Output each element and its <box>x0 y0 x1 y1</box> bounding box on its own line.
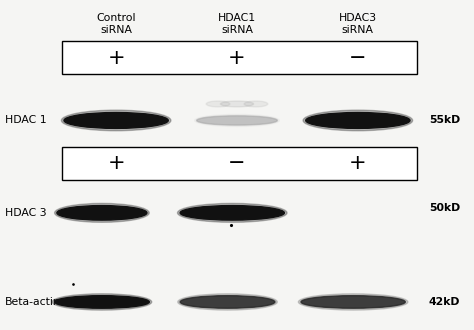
Ellipse shape <box>57 206 147 220</box>
Text: −: − <box>228 153 246 173</box>
Ellipse shape <box>195 115 279 126</box>
Ellipse shape <box>180 206 284 220</box>
Text: 55kD: 55kD <box>429 115 460 125</box>
Ellipse shape <box>299 294 408 310</box>
Ellipse shape <box>177 203 287 222</box>
Text: +: + <box>107 48 125 68</box>
Text: HDAC3
siRNA: HDAC3 siRNA <box>339 13 377 35</box>
Ellipse shape <box>206 101 230 107</box>
Ellipse shape <box>55 296 149 308</box>
Ellipse shape <box>244 101 268 107</box>
FancyBboxPatch shape <box>62 41 417 74</box>
Text: 42kD: 42kD <box>429 297 460 307</box>
Ellipse shape <box>303 110 412 131</box>
Ellipse shape <box>178 294 277 310</box>
FancyBboxPatch shape <box>62 147 417 180</box>
Ellipse shape <box>55 203 149 222</box>
Text: Beta-actin: Beta-actin <box>5 297 61 307</box>
Text: HDAC1
siRNA: HDAC1 siRNA <box>218 13 256 35</box>
Text: +: + <box>349 153 367 173</box>
Ellipse shape <box>197 116 277 125</box>
Text: 50kD: 50kD <box>429 203 460 213</box>
Ellipse shape <box>301 296 405 308</box>
Ellipse shape <box>180 296 275 308</box>
Text: HDAC 1: HDAC 1 <box>5 115 46 125</box>
Ellipse shape <box>61 110 171 131</box>
Ellipse shape <box>220 101 254 107</box>
Text: +: + <box>228 48 246 68</box>
Text: +: + <box>107 153 125 173</box>
Ellipse shape <box>306 113 410 128</box>
Ellipse shape <box>64 113 168 128</box>
Text: Control
siRNA: Control siRNA <box>96 13 136 35</box>
Ellipse shape <box>52 294 152 310</box>
Text: HDAC 3: HDAC 3 <box>5 208 46 218</box>
Text: −: − <box>349 48 366 68</box>
